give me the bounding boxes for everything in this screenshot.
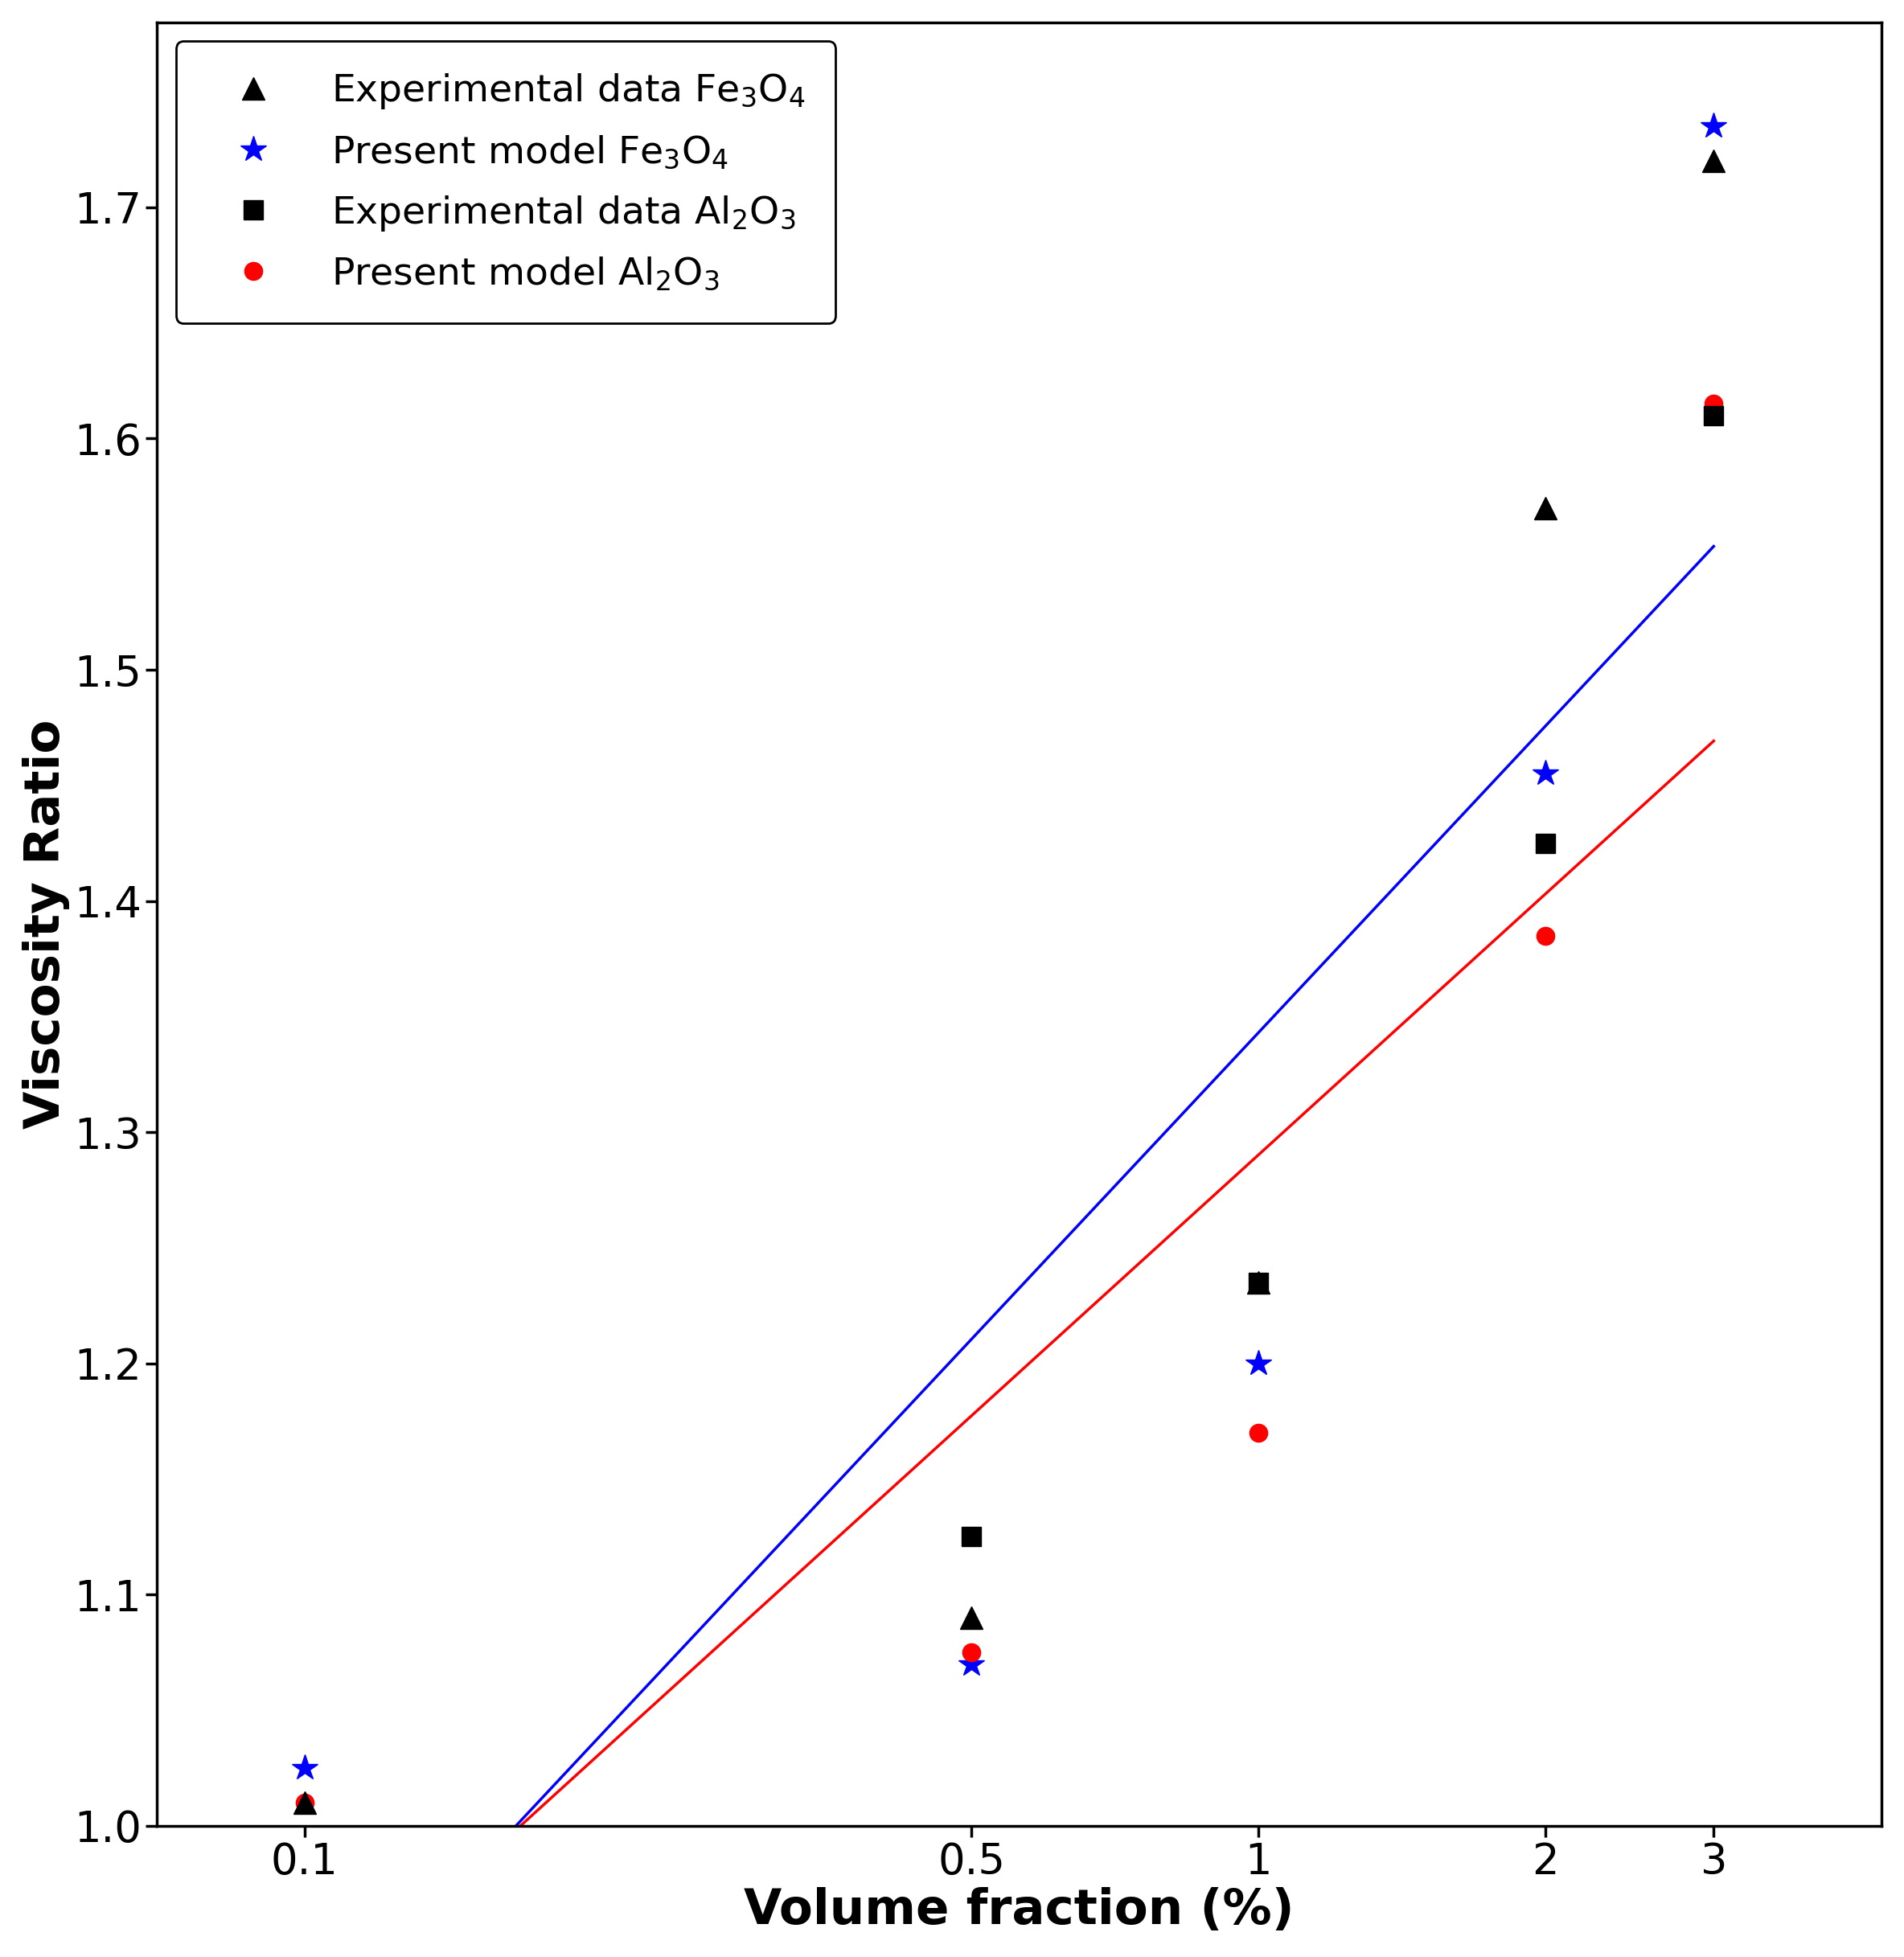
Experimental data Al$_2$O$_3$ <box>960 1525 982 1548</box>
X-axis label: Volume fraction (%): Volume fraction (%) <box>744 1887 1295 1935</box>
Present model Al$_2$O$_3$ <box>960 1640 982 1663</box>
Line: Experimental data Fe$_3$O$_4$: Experimental data Fe$_3$O$_4$ <box>293 151 1725 1814</box>
Experimental data Fe$_3$O$_4$ <box>960 1607 982 1630</box>
Present model Al$_2$O$_3$ <box>1535 924 1557 947</box>
Present model Fe$_3$O$_4$ <box>960 1652 982 1675</box>
Present model Al$_2$O$_3$ <box>1247 1421 1270 1444</box>
Experimental data Fe$_3$O$_4$ <box>1702 149 1725 172</box>
Line: Experimental data Al$_2$O$_3$: Experimental data Al$_2$O$_3$ <box>962 405 1723 1546</box>
Experimental data Al$_2$O$_3$ <box>1535 832 1557 855</box>
Experimental data Fe$_3$O$_4$ <box>1247 1270 1270 1294</box>
Experimental data Fe$_3$O$_4$ <box>293 1791 316 1814</box>
Present model Fe$_3$O$_4$ <box>1247 1352 1270 1376</box>
Present model Al$_2$O$_3$ <box>293 1791 316 1814</box>
Line: Present model Fe$_3$O$_4$: Present model Fe$_3$O$_4$ <box>291 114 1727 1781</box>
Experimental data Al$_2$O$_3$ <box>1702 403 1725 427</box>
Experimental data Al$_2$O$_3$ <box>1247 1270 1270 1294</box>
Present model Al$_2$O$_3$ <box>1702 391 1725 415</box>
Line: Present model Al$_2$O$_3$: Present model Al$_2$O$_3$ <box>295 395 1723 1812</box>
Present model Fe$_3$O$_4$ <box>1535 761 1557 785</box>
Experimental data Fe$_3$O$_4$ <box>1535 497 1557 521</box>
Y-axis label: Viscosity Ratio: Viscosity Ratio <box>23 720 70 1129</box>
Present model Fe$_3$O$_4$ <box>293 1755 316 1779</box>
Present model Fe$_3$O$_4$ <box>1702 115 1725 139</box>
Legend: Experimental data Fe$_3$O$_4$, Present model Fe$_3$O$_4$, Experimental data Al$_: Experimental data Fe$_3$O$_4$, Present m… <box>175 41 836 323</box>
